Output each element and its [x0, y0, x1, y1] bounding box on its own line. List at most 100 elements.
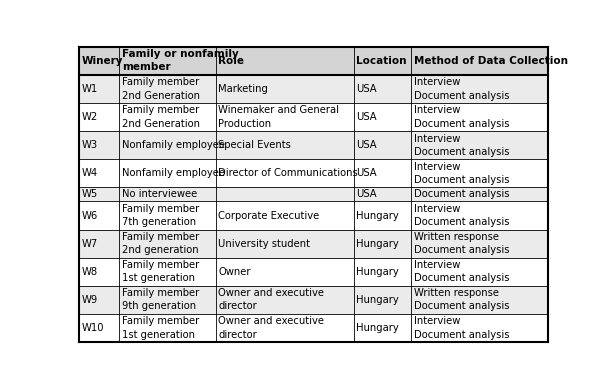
Bar	[411, 75, 548, 103]
Text: Hungary: Hungary	[356, 211, 399, 221]
Bar	[215, 314, 354, 342]
Bar	[79, 75, 119, 103]
Text: Nonfamily employee: Nonfamily employee	[122, 168, 225, 178]
Text: W4: W4	[82, 168, 98, 178]
Text: Family member
1st generation: Family member 1st generation	[122, 316, 199, 340]
Text: Location: Location	[356, 56, 407, 66]
Bar	[215, 47, 354, 75]
Bar	[119, 103, 215, 131]
Bar	[119, 314, 215, 342]
Bar	[119, 187, 215, 201]
Text: Interview
Document analysis: Interview Document analysis	[414, 105, 509, 129]
Bar	[119, 258, 215, 286]
Text: Family member
2nd Generation: Family member 2nd Generation	[122, 105, 200, 129]
Text: Interview
Document analysis: Interview Document analysis	[414, 316, 509, 340]
Bar	[354, 314, 411, 342]
Text: No interviewee: No interviewee	[122, 189, 197, 199]
Bar	[79, 229, 119, 258]
Bar	[79, 187, 119, 201]
Bar	[119, 131, 215, 159]
Bar	[411, 131, 548, 159]
Bar	[215, 159, 354, 187]
Bar	[354, 159, 411, 187]
Text: Interview
Document analysis: Interview Document analysis	[414, 134, 509, 157]
Text: W8: W8	[82, 267, 98, 277]
Bar	[119, 201, 215, 229]
Bar	[354, 47, 411, 75]
Text: Interview
Document analysis: Interview Document analysis	[414, 77, 509, 100]
Text: Role: Role	[218, 56, 244, 66]
Text: Family member
1st generation: Family member 1st generation	[122, 260, 199, 283]
Text: Interview
Document analysis: Interview Document analysis	[414, 204, 509, 227]
Text: W10: W10	[82, 323, 104, 333]
Text: USA: USA	[356, 84, 377, 94]
Bar	[354, 187, 411, 201]
Bar	[79, 286, 119, 314]
Bar	[79, 159, 119, 187]
Text: USA: USA	[356, 168, 377, 178]
Text: Written response
Document analysis: Written response Document analysis	[414, 288, 509, 311]
Text: Method of Data Collection: Method of Data Collection	[414, 56, 568, 66]
Bar	[411, 229, 548, 258]
Text: Family or nonfamily
member: Family or nonfamily member	[122, 49, 239, 72]
Text: W9: W9	[82, 295, 98, 305]
Bar	[79, 314, 119, 342]
Bar	[79, 201, 119, 229]
Bar	[354, 201, 411, 229]
Text: W2: W2	[82, 112, 98, 122]
Bar	[354, 286, 411, 314]
Bar	[215, 103, 354, 131]
Bar	[215, 201, 354, 229]
Bar	[79, 103, 119, 131]
Text: University student: University student	[218, 239, 310, 249]
Bar	[411, 187, 548, 201]
Text: Hungary: Hungary	[356, 295, 399, 305]
Bar	[119, 229, 215, 258]
Bar	[411, 103, 548, 131]
Bar	[119, 47, 215, 75]
Text: Family member
9th generation: Family member 9th generation	[122, 288, 199, 311]
Text: Owner: Owner	[218, 267, 251, 277]
Text: USA: USA	[356, 189, 377, 199]
Text: Winemaker and General
Production: Winemaker and General Production	[218, 105, 340, 129]
Bar	[411, 201, 548, 229]
Text: Hungary: Hungary	[356, 267, 399, 277]
Text: Hungary: Hungary	[356, 323, 399, 333]
Text: Interview
Document analysis: Interview Document analysis	[414, 162, 509, 185]
Bar	[215, 286, 354, 314]
Text: Family member
7th generation: Family member 7th generation	[122, 204, 199, 227]
Text: Owner and executive
director: Owner and executive director	[218, 316, 324, 340]
Text: Hungary: Hungary	[356, 239, 399, 249]
Bar	[119, 159, 215, 187]
Text: USA: USA	[356, 140, 377, 150]
Text: W1: W1	[82, 84, 98, 94]
Bar	[411, 258, 548, 286]
Text: W7: W7	[82, 239, 98, 249]
Bar	[79, 258, 119, 286]
Bar	[411, 159, 548, 187]
Text: Corporate Executive: Corporate Executive	[218, 211, 319, 221]
Text: Written response
Document analysis: Written response Document analysis	[414, 232, 509, 255]
Text: Interview
Document analysis: Interview Document analysis	[414, 260, 509, 283]
Bar	[119, 286, 215, 314]
Text: W5: W5	[82, 189, 98, 199]
Text: W3: W3	[82, 140, 98, 150]
Bar	[215, 187, 354, 201]
Bar	[354, 258, 411, 286]
Bar	[215, 258, 354, 286]
Bar	[354, 103, 411, 131]
Bar	[411, 47, 548, 75]
Bar	[215, 131, 354, 159]
Text: Document analysis: Document analysis	[414, 189, 509, 199]
Text: USA: USA	[356, 112, 377, 122]
Text: Director of Communications: Director of Communications	[218, 168, 358, 178]
Text: Family member
2nd Generation: Family member 2nd Generation	[122, 77, 200, 100]
Text: Marketing: Marketing	[218, 84, 268, 94]
Bar	[354, 131, 411, 159]
Bar	[119, 75, 215, 103]
Bar	[354, 229, 411, 258]
Text: Owner and executive
director: Owner and executive director	[218, 288, 324, 311]
Bar	[411, 314, 548, 342]
Text: W6: W6	[82, 211, 98, 221]
Text: Nonfamily employee: Nonfamily employee	[122, 140, 225, 150]
